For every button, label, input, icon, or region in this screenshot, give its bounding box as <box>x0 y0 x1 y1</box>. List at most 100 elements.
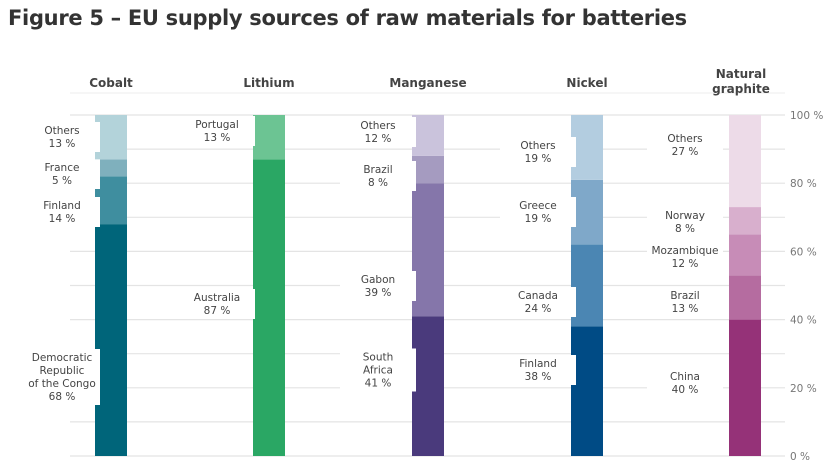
label-background <box>24 197 100 227</box>
segment-name: Finland <box>43 200 81 212</box>
label-background <box>179 116 255 146</box>
bar-segment <box>571 326 603 456</box>
segment-value: 8 % <box>675 223 695 235</box>
bar-segment <box>729 275 761 320</box>
label-background <box>647 368 723 398</box>
segment-name: Finland <box>519 358 557 370</box>
label-background <box>179 289 255 319</box>
segment-value: 13 % <box>49 138 76 150</box>
segment-name: Others <box>360 120 395 132</box>
label-background <box>340 348 416 392</box>
segment-name: Others <box>520 140 555 152</box>
segment-value: 13 % <box>204 132 231 144</box>
segment-value: 14 % <box>49 213 76 225</box>
label-background <box>647 130 723 160</box>
label-background <box>24 159 100 189</box>
segment-value: 39 % <box>365 287 392 299</box>
segment-value: 12 % <box>365 133 392 145</box>
label-background <box>647 242 723 272</box>
label-background <box>340 117 416 147</box>
bar-segment <box>571 179 603 245</box>
category-label: Nickel <box>566 76 607 90</box>
segment-value: 19 % <box>525 153 552 165</box>
bar-segment <box>253 159 285 456</box>
segment-name: Greece <box>519 200 556 212</box>
label-background <box>24 122 100 152</box>
y-tick-label: 0 % <box>790 451 810 463</box>
segment-value: 68 % <box>49 391 76 403</box>
label-background <box>500 197 576 227</box>
y-tick-label: 80 % <box>790 178 817 190</box>
segment-value: 87 % <box>204 305 231 317</box>
segment-name: China <box>670 371 700 383</box>
bar-segment <box>95 176 127 225</box>
segment-value: 24 % <box>525 303 552 315</box>
segment-value: 38 % <box>525 371 552 383</box>
category-label: Natural graphite <box>712 67 770 96</box>
segment-name: Others <box>44 125 79 137</box>
category-label: Manganese <box>389 76 466 90</box>
segment-name: Portugal <box>195 119 239 131</box>
bar-segment <box>729 319 761 456</box>
segment-name: Mozambique <box>651 245 718 257</box>
bar-segment <box>412 115 444 156</box>
segment-value: 27 % <box>672 146 699 158</box>
label-background <box>500 137 576 167</box>
segment-value: 5 % <box>52 175 72 187</box>
segment-name: Brazil <box>363 164 392 176</box>
chart-title: Figure 5 – EU supply sources of raw mate… <box>8 6 687 30</box>
segment-name: Australia <box>194 292 240 304</box>
label-background <box>340 161 416 191</box>
bar-segment <box>571 244 603 327</box>
bar-segment <box>412 155 444 184</box>
y-tick-label: 60 % <box>790 246 817 258</box>
segment-name: Gabon <box>361 274 395 286</box>
segment-value: 12 % <box>672 258 699 270</box>
bar-segment <box>729 115 761 208</box>
segment-value: 13 % <box>672 303 699 315</box>
category-label: Lithium <box>243 76 294 90</box>
category-label: Cobalt <box>89 76 133 90</box>
y-tick-label: 40 % <box>790 315 817 327</box>
segment-name: Others <box>667 133 702 145</box>
bar-segment <box>412 316 444 456</box>
segment-name: France <box>45 162 80 174</box>
bar-segment <box>729 207 761 235</box>
segment-name: Canada <box>518 290 558 302</box>
bar-segment <box>95 115 127 160</box>
label-background <box>24 349 100 405</box>
bar-segment <box>729 234 761 276</box>
segment-value: 19 % <box>525 213 552 225</box>
label-background <box>500 287 576 317</box>
bar-segment <box>95 224 127 456</box>
segment-name: Norway <box>665 210 705 222</box>
segment-name: Democratic Republic of the Congo <box>28 352 96 390</box>
label-background <box>340 271 416 301</box>
bar-segment <box>253 115 285 160</box>
segment-value: 8 % <box>368 177 388 189</box>
segment-name: Brazil <box>670 290 699 302</box>
bar-segment <box>95 159 127 177</box>
segment-value: 40 % <box>672 384 699 396</box>
bar-segment <box>412 183 444 317</box>
